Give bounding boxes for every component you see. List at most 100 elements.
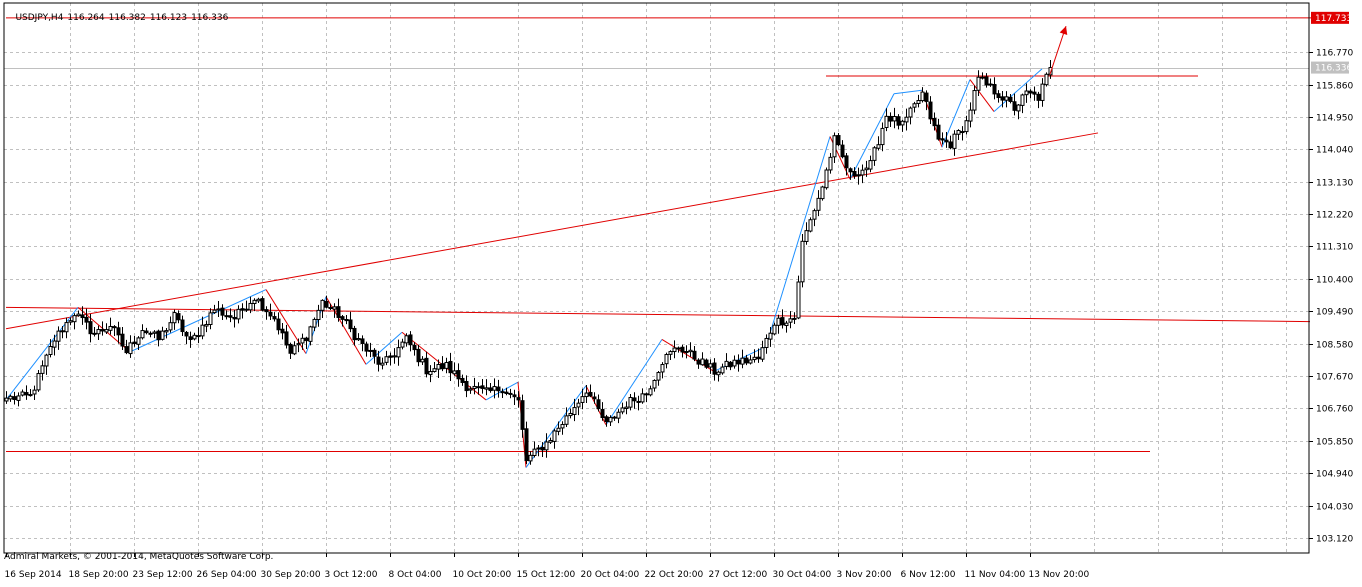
candle [668,350,673,360]
candle-body [180,319,185,333]
candle [688,342,693,357]
candle-body [424,357,429,375]
candle-body [132,341,137,345]
candle [244,300,249,313]
long-rising-trendline [5,132,1099,330]
candle [864,160,869,177]
y-tick-label: 110.400 [1316,276,1353,286]
candle [28,389,33,397]
candle-body [840,144,845,158]
candle-body [588,391,593,397]
x-tick-label: 18 Sep 20:00 [69,570,129,580]
candle-body [892,116,897,122]
x-tick-label: 3 Oct 12:00 [325,570,378,580]
candle-body [232,316,237,320]
candle [112,325,117,336]
candle-body [660,364,665,373]
candle [924,90,929,111]
open-price: 116.264 [67,13,105,23]
candle [204,320,209,333]
candle-body [144,330,149,334]
resistance-price-badge-bg [1311,11,1349,24]
candle [8,394,13,402]
y-tick-label: 115.860 [1316,82,1353,92]
candle-body [12,396,17,400]
candle [272,312,277,322]
candle [276,312,281,335]
candle-body [64,322,69,333]
candle-body [432,368,437,373]
candle [268,303,273,320]
candle [800,233,805,288]
candle-body [284,331,289,346]
candle-body [948,141,953,149]
candle-body [136,337,141,345]
candle [512,389,517,405]
candle [4,391,9,404]
candle-body [68,320,73,323]
candle-body [372,349,377,357]
zigzag-segment [325,296,367,365]
candle [464,375,469,398]
candle-body [916,100,921,104]
candle [344,314,349,325]
candle-body [552,430,557,442]
candle-body [408,334,413,346]
x-tick-label: 6 Nov 12:00 [901,570,956,580]
candle [652,379,657,392]
zigzag-segment [5,307,79,401]
forecast-arrow [1049,25,1068,75]
candle-body [872,147,877,161]
candle [660,362,665,379]
resistance-price-badge: 117.733 [1315,14,1352,24]
candle-body [936,124,941,140]
candle-body [52,340,57,348]
candle [48,339,53,358]
candle [264,306,269,320]
candle-body [984,76,989,86]
candle [856,167,861,185]
candle-body [640,393,645,403]
y-tick-label: 114.040 [1316,146,1353,156]
candle [544,433,549,458]
candle-body [476,386,481,389]
candle-body [392,355,397,358]
candle-body [396,347,401,358]
candle-body [812,210,817,220]
candle [40,360,45,381]
candle-body [888,115,893,122]
candle-body [280,328,285,334]
candle-body [976,76,981,91]
candle [52,334,57,356]
candle [756,348,761,363]
candle-body [460,377,465,383]
candle-body [728,361,733,368]
candle [728,361,733,371]
y-tick-label: 106.760 [1316,405,1353,415]
candle-body [692,350,697,360]
candle [764,334,769,354]
candle [20,389,25,397]
x-tick-label: 16 Sep 2014 [5,570,62,580]
candle [360,335,365,352]
candle-body [520,400,525,430]
candle [632,392,637,409]
candle [32,385,37,401]
candle [36,369,41,392]
candle-body [360,338,365,345]
candle-body [512,394,517,398]
candle-body [756,356,761,360]
candle-body [524,428,529,462]
candle-body [312,318,317,328]
candle [928,96,933,125]
candle-body [636,400,641,403]
candle-body [612,416,617,419]
candle-body [20,391,25,396]
candle-body [732,359,737,367]
candle-body [96,329,101,335]
x-tick-label: 30 Oct 04:00 [773,570,832,580]
zigzag-segment [365,331,403,365]
symbol-timeframe: USDJPY,H4 [15,13,64,23]
